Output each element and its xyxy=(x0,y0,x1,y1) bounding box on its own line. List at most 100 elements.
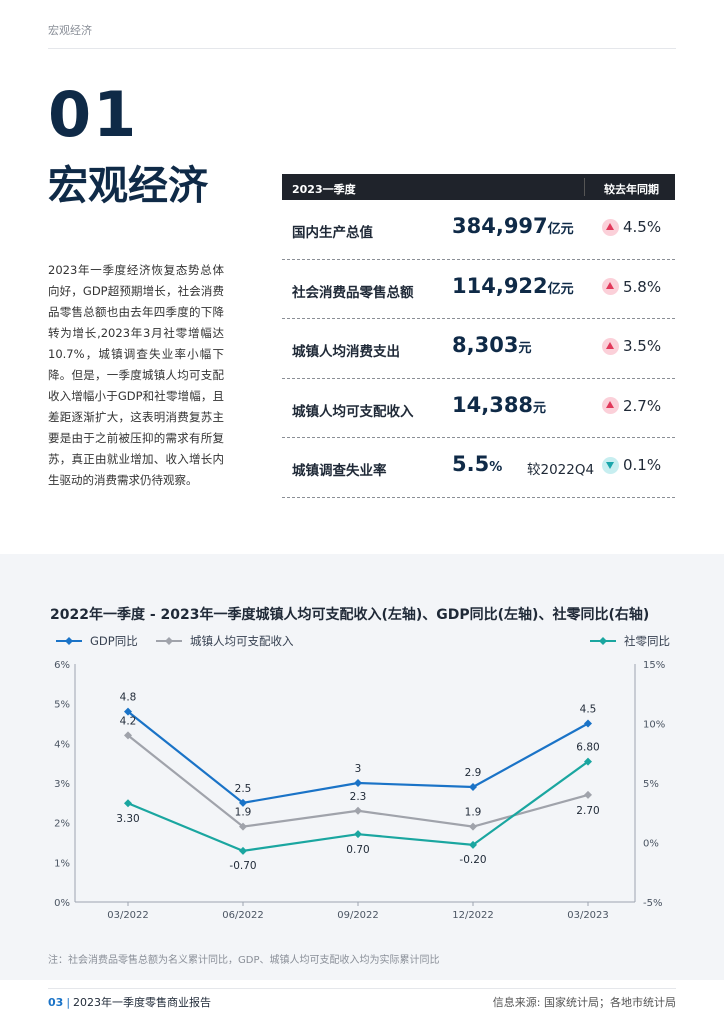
data-point xyxy=(354,806,362,815)
legend-marker xyxy=(165,637,173,645)
arrow-up-icon xyxy=(602,337,619,355)
data-label: -0.20 xyxy=(459,854,486,866)
table-row: 国内生产总值 384,997亿元 4.5% xyxy=(282,200,675,260)
value-number: 5.5 xyxy=(452,452,490,476)
section-header: 宏观经济 xyxy=(48,24,92,37)
legend-label: GDP同比 xyxy=(90,634,138,648)
value-unit: % xyxy=(489,460,503,475)
intro-paragraph: 2023年一季度经济恢复态势总体向好，GDP超预期增长，社会消费品零售总额也由去… xyxy=(48,263,224,487)
data-label: 6.80 xyxy=(576,742,599,754)
arrow-down-icon xyxy=(602,456,619,474)
data-point xyxy=(239,798,247,807)
indicator-value: 114,922亿元 xyxy=(452,274,574,298)
data-point xyxy=(584,757,592,766)
x-tick-label: 06/2022 xyxy=(222,910,264,921)
data-point xyxy=(469,822,477,831)
right-tick-label: 5% xyxy=(643,779,659,790)
data-label: 4.2 xyxy=(120,715,137,727)
change-value: 4.5% xyxy=(623,218,662,236)
data-label: 4.8 xyxy=(120,692,137,704)
table-row: 城镇人均可支配收入 14,388元 2.7% xyxy=(282,379,675,438)
data-point xyxy=(469,782,477,791)
data-label: 2.70 xyxy=(576,805,599,817)
change-value: 2.7% xyxy=(623,396,662,415)
data-point xyxy=(239,822,247,831)
source-note: 信息来源: 国家统计局；各地市统计局 xyxy=(492,996,676,1009)
report-name: 2023年一季度零售商业报告 xyxy=(73,996,212,1009)
data-label: 1.9 xyxy=(235,807,252,819)
data-label: 2.3 xyxy=(350,791,367,803)
left-tick-label: 3% xyxy=(54,779,70,790)
value-number: 384,997 xyxy=(452,214,548,238)
left-tick-label: 6% xyxy=(54,660,70,671)
change-value: 5.8% xyxy=(623,277,662,296)
right-tick-label: 0% xyxy=(643,839,659,850)
table-row: 城镇人均消费支出 8,303元 3.5% xyxy=(282,319,675,379)
arrow-up-icon xyxy=(602,218,619,236)
chapter-title: 宏观经济 xyxy=(48,163,208,209)
legend-marker xyxy=(599,637,607,645)
change-cell: 4.5% xyxy=(602,218,661,236)
value-unit: 亿元 xyxy=(547,281,574,297)
legend-marker xyxy=(65,637,73,645)
left-tick-label: 2% xyxy=(54,819,70,830)
x-tick-label: 09/2022 xyxy=(337,910,379,921)
footer-left: 03 | 2023年一季度零售商业报告 xyxy=(48,994,211,1010)
x-tick-label: 12/2022 xyxy=(452,910,494,921)
page-number: 03 xyxy=(48,996,64,1009)
data-point xyxy=(124,707,132,716)
value-unit: 元 xyxy=(518,341,532,356)
data-label: 2.5 xyxy=(235,783,252,795)
data-label: 2.9 xyxy=(465,767,482,779)
indicator-label: 国内生产总值 xyxy=(292,225,373,241)
left-tick-label: 4% xyxy=(54,739,70,750)
right-tick-label: -5% xyxy=(643,898,662,909)
data-point xyxy=(354,779,362,787)
footnote: 注：社会消费品零售总额为名义累计同比，GDP、城镇人均可支配收入均为实际累计同比 xyxy=(48,955,440,966)
value-unit: 元 xyxy=(533,400,547,416)
change-cell: 0.1% xyxy=(602,456,661,474)
change-value: 3.5% xyxy=(623,337,662,355)
chart-title: 2022年一季度 - 2023年一季度城镇人均可支配收入(左轴)、GDP同比(左… xyxy=(50,607,650,623)
value-number: 114,922 xyxy=(452,273,548,298)
chapter-number: 01 xyxy=(48,78,139,151)
value-number: 14,388 xyxy=(452,392,534,417)
table-row: 城镇调查失业率 5.5% 较2022Q4 0.1% xyxy=(282,438,675,498)
compare-header: 较去年同期 xyxy=(604,183,659,196)
header-divider xyxy=(48,48,676,49)
indicator-label: 城镇调查失业率 xyxy=(292,463,387,479)
data-point xyxy=(124,799,132,808)
table-row: 社会消费品零售总额 114,922亿元 5.8% xyxy=(282,260,675,319)
indicator-value: 14,388元 xyxy=(452,393,546,417)
footer-divider xyxy=(48,988,676,989)
change-cell: 5.8% xyxy=(602,278,661,296)
change-cell: 3.5% xyxy=(602,337,661,355)
legend-label: 社零同比 xyxy=(624,634,670,648)
legend-label: 城镇人均可支配收入 xyxy=(190,634,294,648)
table-header: 2023一季度 较去年同期 xyxy=(282,174,675,200)
header-separator xyxy=(584,178,585,196)
x-tick-label: 03/2023 xyxy=(567,910,609,921)
indicator-value: 8,303元 xyxy=(452,333,531,357)
arrow-up-icon xyxy=(602,397,619,414)
data-point xyxy=(354,830,362,839)
left-tick-label: 5% xyxy=(54,700,70,711)
indicator-value: 5.5% xyxy=(452,452,502,476)
left-tick-label: 1% xyxy=(54,858,70,869)
data-point xyxy=(584,790,592,799)
left-tick-label: 0% xyxy=(54,898,70,909)
value-unit: 亿元 xyxy=(547,222,574,237)
indicator-label: 城镇人均消费支出 xyxy=(292,344,400,360)
change-cell: 2.7% xyxy=(602,397,661,415)
change-value: 0.1% xyxy=(623,456,662,474)
data-label: 3 xyxy=(355,763,362,775)
arrow-up-icon xyxy=(602,278,619,295)
data-point xyxy=(584,719,592,728)
data-label: 1.9 xyxy=(465,807,482,819)
value-number: 8,303 xyxy=(452,333,519,357)
line-chart: 0% 1% 2% 3% 4% 5% 6% -5% 0% 5% 10% 15% 03/2022 06/202… xyxy=(54,634,670,921)
data-point xyxy=(124,731,132,740)
data-label: 4.5 xyxy=(580,704,597,716)
data-label: 3.30 xyxy=(116,813,139,825)
data-label: -0.70 xyxy=(229,860,256,872)
